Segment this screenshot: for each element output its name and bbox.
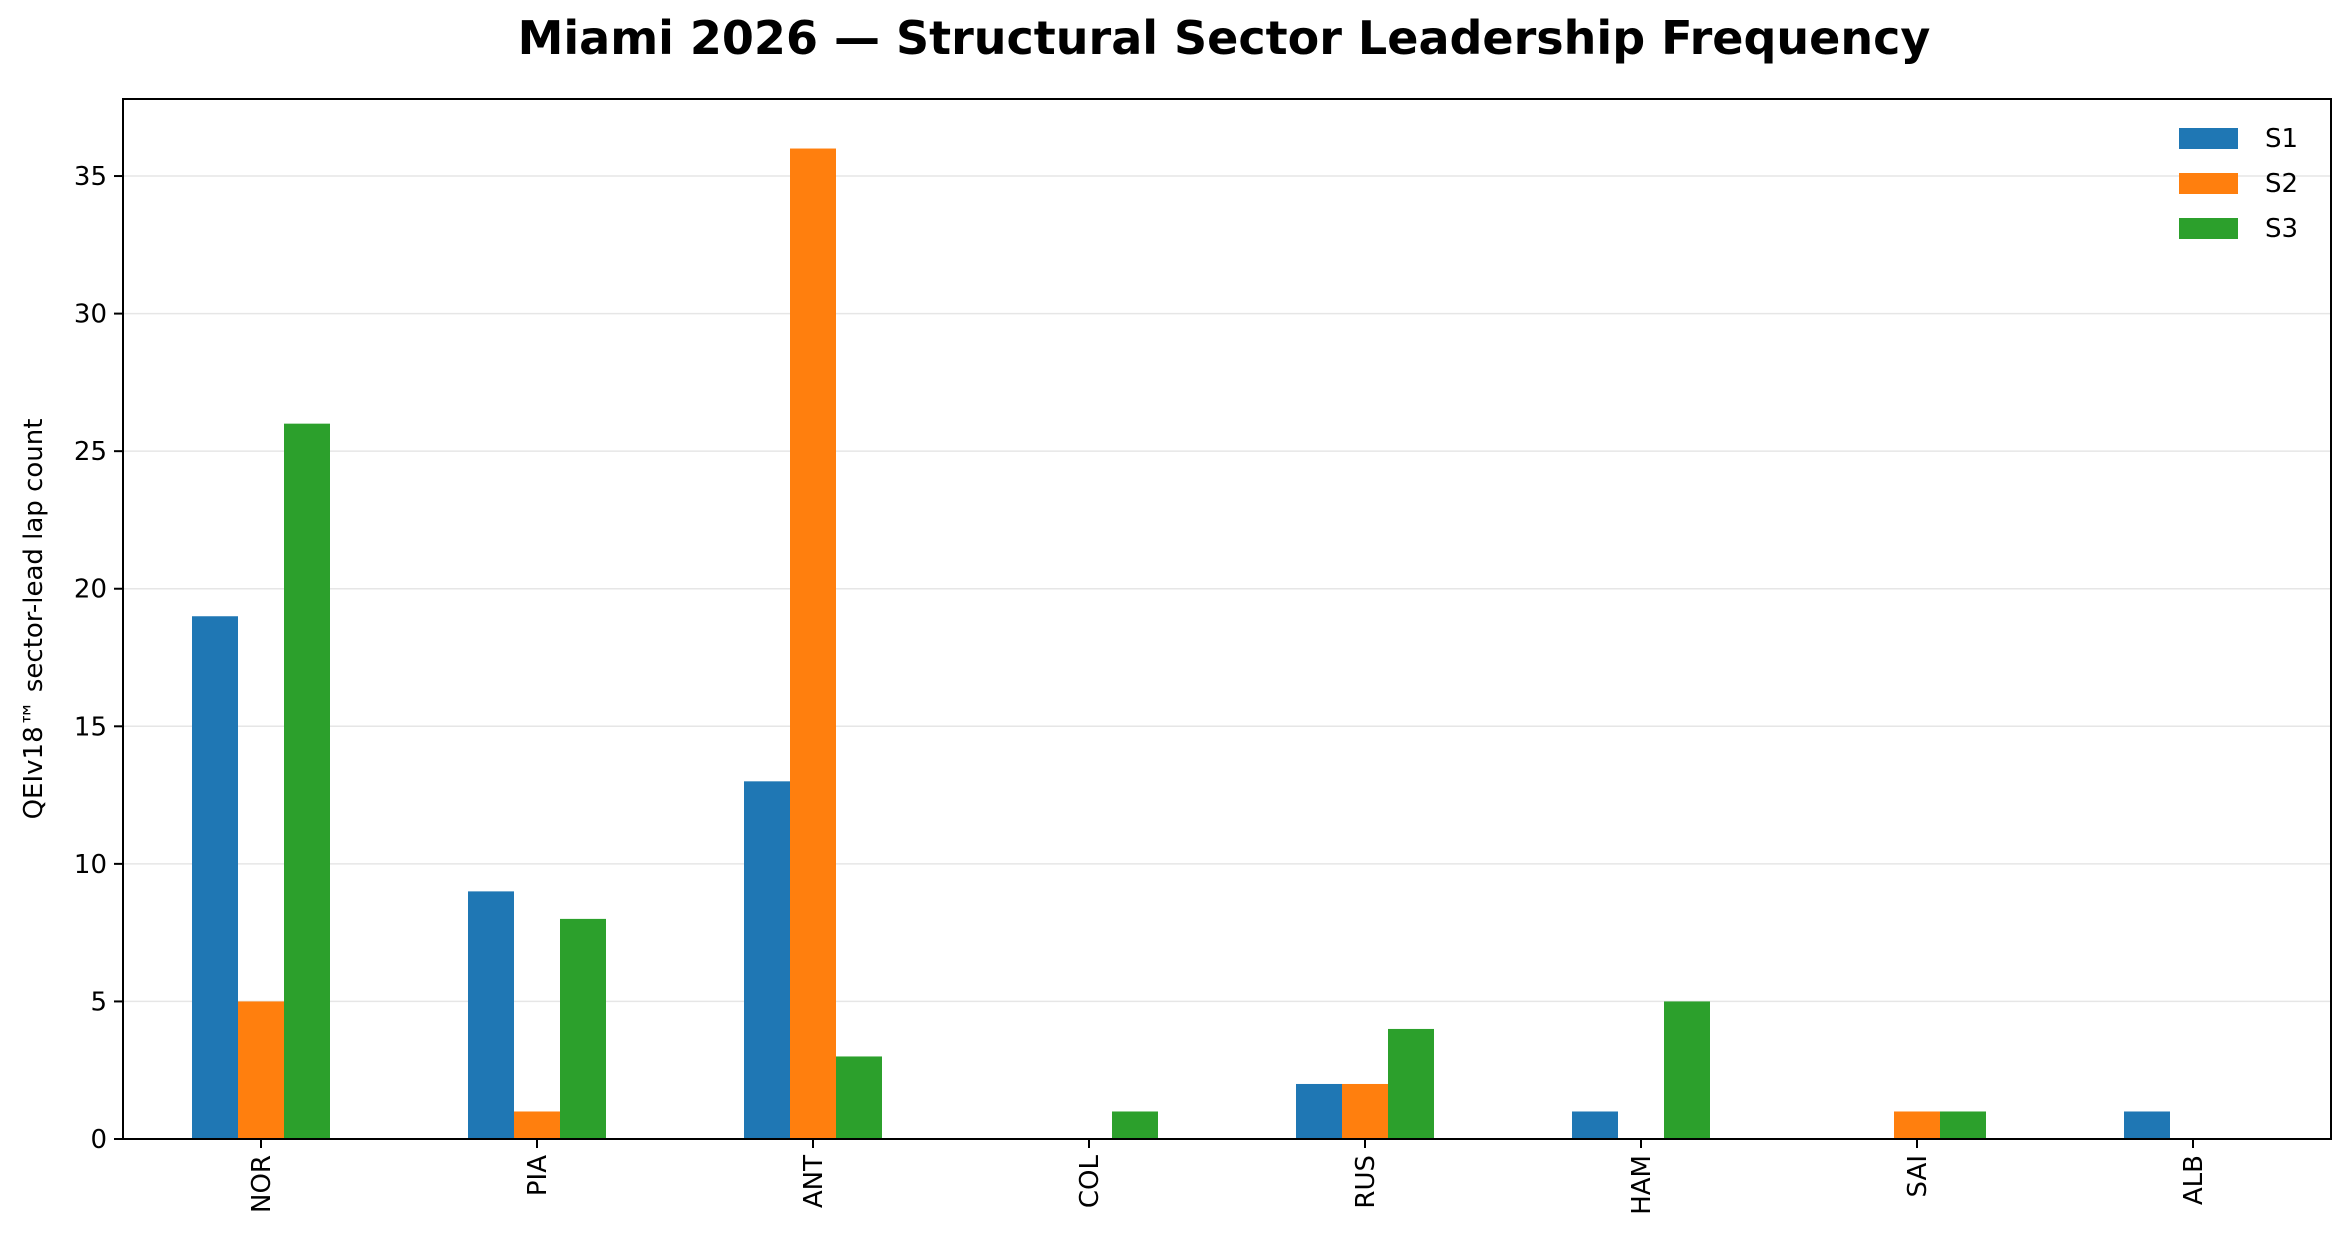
bar-pia-s2 xyxy=(514,1111,560,1139)
y-tick-label: 30 xyxy=(74,300,107,330)
bar-pia-s1 xyxy=(468,891,514,1139)
x-tick-label: ALB xyxy=(2179,1155,2209,1205)
legend-label-s3: S3 xyxy=(2265,214,2298,244)
bar-pia-s3 xyxy=(560,918,606,1139)
bar-rus-s2 xyxy=(1342,1083,1388,1139)
x-tick-label: NOR xyxy=(247,1155,277,1213)
x-tick-label: RUS xyxy=(1351,1155,1381,1209)
bar-rus-s3 xyxy=(1388,1028,1434,1139)
y-tick-label: 35 xyxy=(74,162,107,192)
bar-ham-s3 xyxy=(1664,1001,1710,1139)
x-tick-label: COL xyxy=(1075,1154,1105,1208)
plot-frame xyxy=(122,98,2332,1140)
bar-ant-s3 xyxy=(836,1056,882,1139)
bar-sai-s3 xyxy=(1940,1111,1986,1139)
y-axis: 0 5 10 15 20 25 30 35 xyxy=(74,162,123,1155)
y-axis-label: QEIv18™ sector-lead lap count xyxy=(19,419,49,820)
y-tick-label: 10 xyxy=(74,850,107,880)
chart-title: Miami 2026 — Structural Sector Leadershi… xyxy=(518,11,1931,65)
bar-ant-s2 xyxy=(790,148,836,1139)
grid xyxy=(123,175,2331,1003)
x-tick-label: PIA xyxy=(523,1155,553,1196)
legend-swatch-s3 xyxy=(2179,218,2238,239)
y-tick-label: 20 xyxy=(74,575,107,605)
legend: S1 S2 S3 xyxy=(2179,124,2298,244)
bar-alb-s1 xyxy=(2124,1111,2170,1139)
x-tick-label: SAI xyxy=(1903,1155,1933,1197)
legend-label-s1: S1 xyxy=(2265,124,2298,154)
x-axis: NOR PIA ANT COL RUS HAM SAI ALB xyxy=(247,1139,2209,1215)
bar-rus-s1 xyxy=(1296,1083,1342,1139)
y-tick-label: 5 xyxy=(90,987,107,1017)
x-tick-label: HAM xyxy=(1627,1155,1657,1215)
y-tick-label: 0 xyxy=(90,1125,107,1155)
legend-swatch-s2 xyxy=(2179,173,2238,194)
bar-ant-s1 xyxy=(744,781,790,1139)
bar-ham-s1 xyxy=(1572,1111,1618,1139)
legend-swatch-s1 xyxy=(2179,128,2238,149)
y-tick-label: 25 xyxy=(74,437,107,467)
bar-nor-s2 xyxy=(238,1001,284,1139)
y-tick-label: 15 xyxy=(74,712,107,742)
bar-sai-s2 xyxy=(1894,1111,1940,1139)
bar-nor-s3 xyxy=(284,423,330,1139)
x-tick-label: ANT xyxy=(799,1155,829,1208)
bar-col-s3 xyxy=(1112,1111,1158,1139)
legend-label-s2: S2 xyxy=(2265,169,2298,199)
bar-nor-s1 xyxy=(192,616,238,1139)
bars xyxy=(192,148,2170,1139)
